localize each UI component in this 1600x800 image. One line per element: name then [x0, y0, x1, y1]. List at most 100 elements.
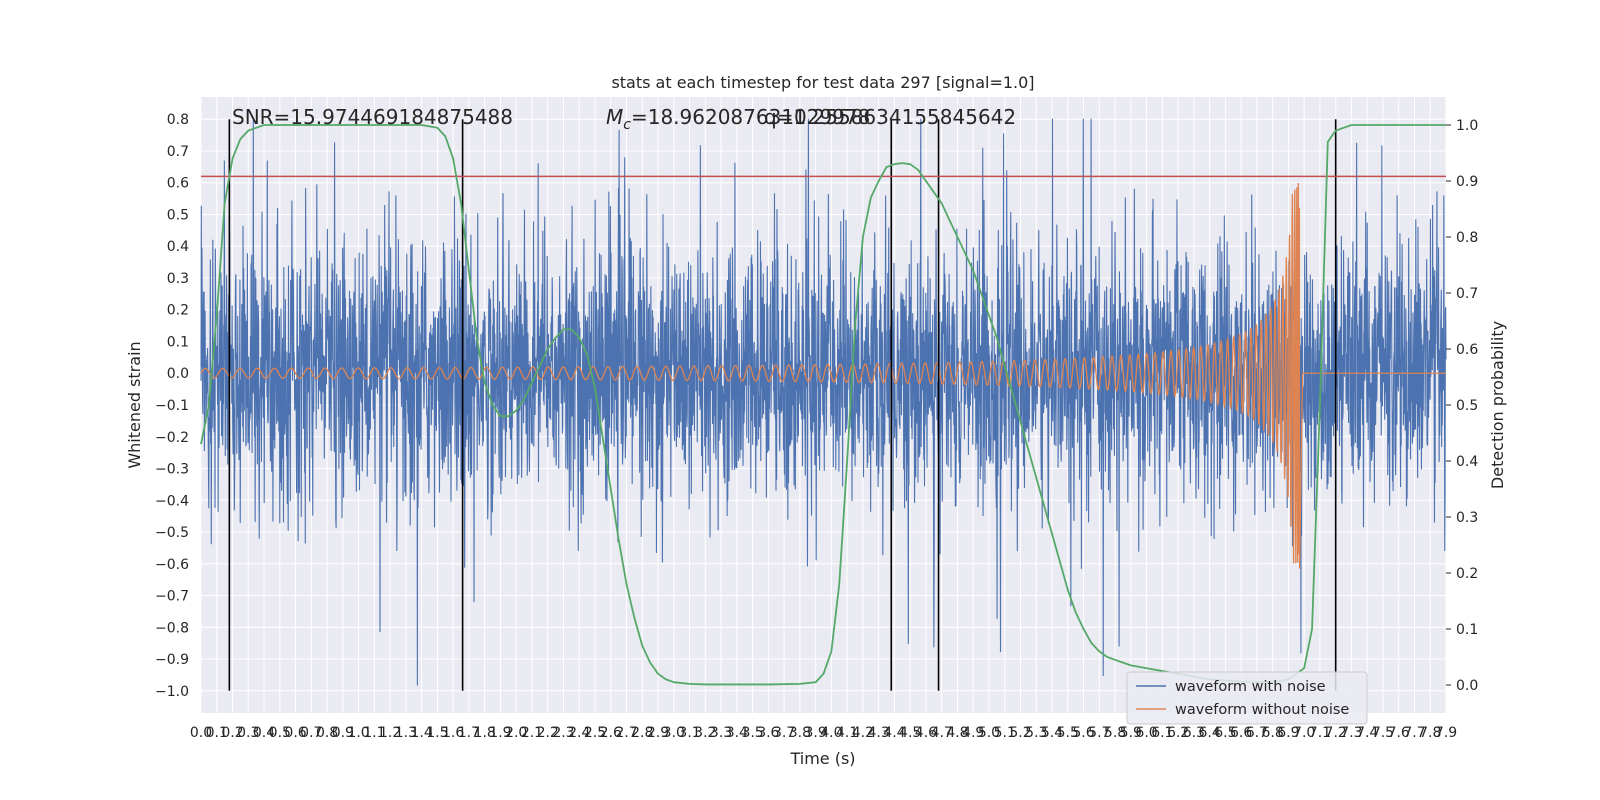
x-tick-label: 1.8 — [474, 725, 496, 741]
y-right-tick-label: 0.0 — [1456, 678, 1478, 694]
x-tick-label: 1.1 — [363, 725, 385, 741]
signal-layer — [200, 118, 1447, 686]
x-tick-label: 5.4 — [1041, 725, 1063, 741]
y-right-tick-label: 0.2 — [1456, 566, 1478, 582]
x-tick-label: 1.2 — [379, 725, 401, 741]
x-tick-label: 2.1 — [521, 725, 543, 741]
x-tick-label: 0.9 — [332, 725, 354, 741]
chirp-mass-annotation: Mc=18.962087631029978 — [606, 105, 870, 133]
x-tick-label: 2.5 — [584, 725, 606, 741]
y-right-tick-label: 0.7 — [1456, 286, 1478, 302]
x-tick-label: 2.8 — [631, 725, 653, 741]
x-tick-label: 4.0 — [820, 725, 842, 741]
mass-ratio-annotation: q=1.255863415584564‌2 — [764, 105, 1016, 129]
x-tick-label: 6.0 — [1135, 725, 1157, 741]
y-left-tick-label: −0.3 — [155, 462, 189, 478]
x-tick-label: 2.4 — [568, 725, 590, 741]
x-tick-label: 7.5 — [1372, 725, 1394, 741]
x-tick-label: 5.1 — [994, 725, 1016, 741]
x-tick-label: 0.6 — [284, 725, 306, 741]
x-tick-label: 5.7 — [1088, 725, 1110, 741]
snr-annotation: SNR=15.974469184875488 — [232, 105, 513, 129]
chart-title: stats at each timestep for test data 297… — [611, 73, 1034, 92]
x-tick-label: 7.8 — [1419, 725, 1441, 741]
y-left-tick-label: 0.6 — [167, 176, 189, 192]
x-tick-label: 2.7 — [615, 725, 637, 741]
chirp-mass-symbol: M — [606, 105, 623, 129]
x-tick-label: 0.8 — [316, 725, 338, 741]
x-tick-label: 3.9 — [804, 725, 826, 741]
x-tick-label: 7.9 — [1435, 725, 1457, 741]
x-tick-label: 6.6 — [1230, 725, 1252, 741]
series-waveform-without-noise — [200, 183, 1446, 569]
y-left-tick-label: −0.5 — [155, 525, 189, 541]
x-tick-label: 2.0 — [505, 725, 527, 741]
x-tick-label: 5.8 — [1104, 725, 1126, 741]
y-left-tick-label: −0.2 — [155, 430, 189, 446]
series-waveform-with-noise — [200, 118, 1447, 686]
x-tick-label: 2.9 — [647, 725, 669, 741]
x-tick-label: 4.3 — [868, 725, 890, 741]
y-right-tick-label: 0.5 — [1456, 398, 1478, 414]
x-tick-label: 7.0 — [1293, 725, 1315, 741]
x-tick-label: 1.7 — [458, 725, 480, 741]
x-tick-label: 3.2 — [694, 725, 716, 741]
y-left-tick-label: −0.6 — [155, 557, 189, 573]
y-left-tick-label: 0.2 — [167, 303, 189, 319]
x-tick-label: 5.2 — [1009, 725, 1031, 741]
x-tick-label: 0.7 — [300, 725, 322, 741]
x-tick-label: 0.4 — [253, 725, 275, 741]
x-tick-label: 0.3 — [237, 725, 259, 741]
x-tick-label: 5.6 — [1072, 725, 1094, 741]
x-tick-label: 6.9 — [1277, 725, 1299, 741]
y-left-tick-label: 0.7 — [167, 144, 189, 160]
x-tick-label: 5.0 — [978, 725, 1000, 741]
y-left-tick-label: 0.8 — [167, 112, 189, 128]
y-left-tick-label: 0.3 — [167, 271, 189, 287]
y-left-tick-label: 0.4 — [167, 239, 189, 255]
x-tick-label: 7.1 — [1309, 725, 1331, 741]
x-tick-label: 1.9 — [489, 725, 511, 741]
x-tick-label: 7.2 — [1325, 725, 1347, 741]
x-tick-label: 5.3 — [1025, 725, 1047, 741]
y-left-tick-label: −0.4 — [155, 493, 189, 509]
x-tick-label: 4.2 — [852, 725, 874, 741]
y-axis-left-label: Whitened strain — [125, 341, 144, 468]
x-tick-label: 7.6 — [1388, 725, 1410, 741]
legend-label-noise: waveform with noise — [1175, 679, 1326, 695]
y-right-tick-labels: 0.0 0.1 0.2 0.3 0.4 0.5 0.6 0.7 0.8 0.9 1.0 — [1446, 118, 1478, 694]
x-tick-label: 7.7 — [1403, 725, 1425, 741]
x-tick-label: 3.1 — [678, 725, 700, 741]
y-right-tick-label: 1.0 — [1456, 118, 1478, 134]
y-left-tick-label: 0.1 — [167, 334, 189, 350]
y-right-tick-label: 0.6 — [1456, 342, 1478, 358]
x-tick-label: 3.8 — [789, 725, 811, 741]
x-tick-label: 2.2 — [537, 725, 559, 741]
x-tick-label: 1.6 — [442, 725, 464, 741]
x-tick-label: 5.5 — [1057, 725, 1079, 741]
y-right-tick-label: 0.1 — [1456, 622, 1478, 638]
y-right-tick-label: 0.3 — [1456, 510, 1478, 526]
x-tick-label: 4.4 — [883, 725, 905, 741]
x-tick-label: 2.3 — [552, 725, 574, 741]
x-tick-label: 1.5 — [426, 725, 448, 741]
x-tick-label: 4.5 — [899, 725, 921, 741]
x-tick-label: 0.1 — [206, 725, 228, 741]
x-tick-label: 5.9 — [1120, 725, 1142, 741]
x-tick-label: 6.7 — [1246, 725, 1268, 741]
y-axis-right-label: Detection probability — [1488, 321, 1507, 489]
x-tick-label: 0.5 — [269, 725, 291, 741]
y-left-tick-label: 0.0 — [167, 366, 189, 382]
y-left-tick-label: −0.7 — [155, 589, 189, 605]
x-tick-label: 6.3 — [1183, 725, 1205, 741]
chirp-mass-subscript: c — [623, 117, 631, 133]
x-tick-label: 6.5 — [1214, 725, 1236, 741]
x-tick-label: 6.4 — [1198, 725, 1220, 741]
x-tick-label: 6.2 — [1167, 725, 1189, 741]
x-tick-label: 4.9 — [962, 725, 984, 741]
x-tick-label: 4.8 — [946, 725, 968, 741]
x-tick-label: 3.0 — [663, 725, 685, 741]
x-tick-label: 6.8 — [1262, 725, 1284, 741]
x-axis-label: Time (s) — [789, 749, 855, 768]
